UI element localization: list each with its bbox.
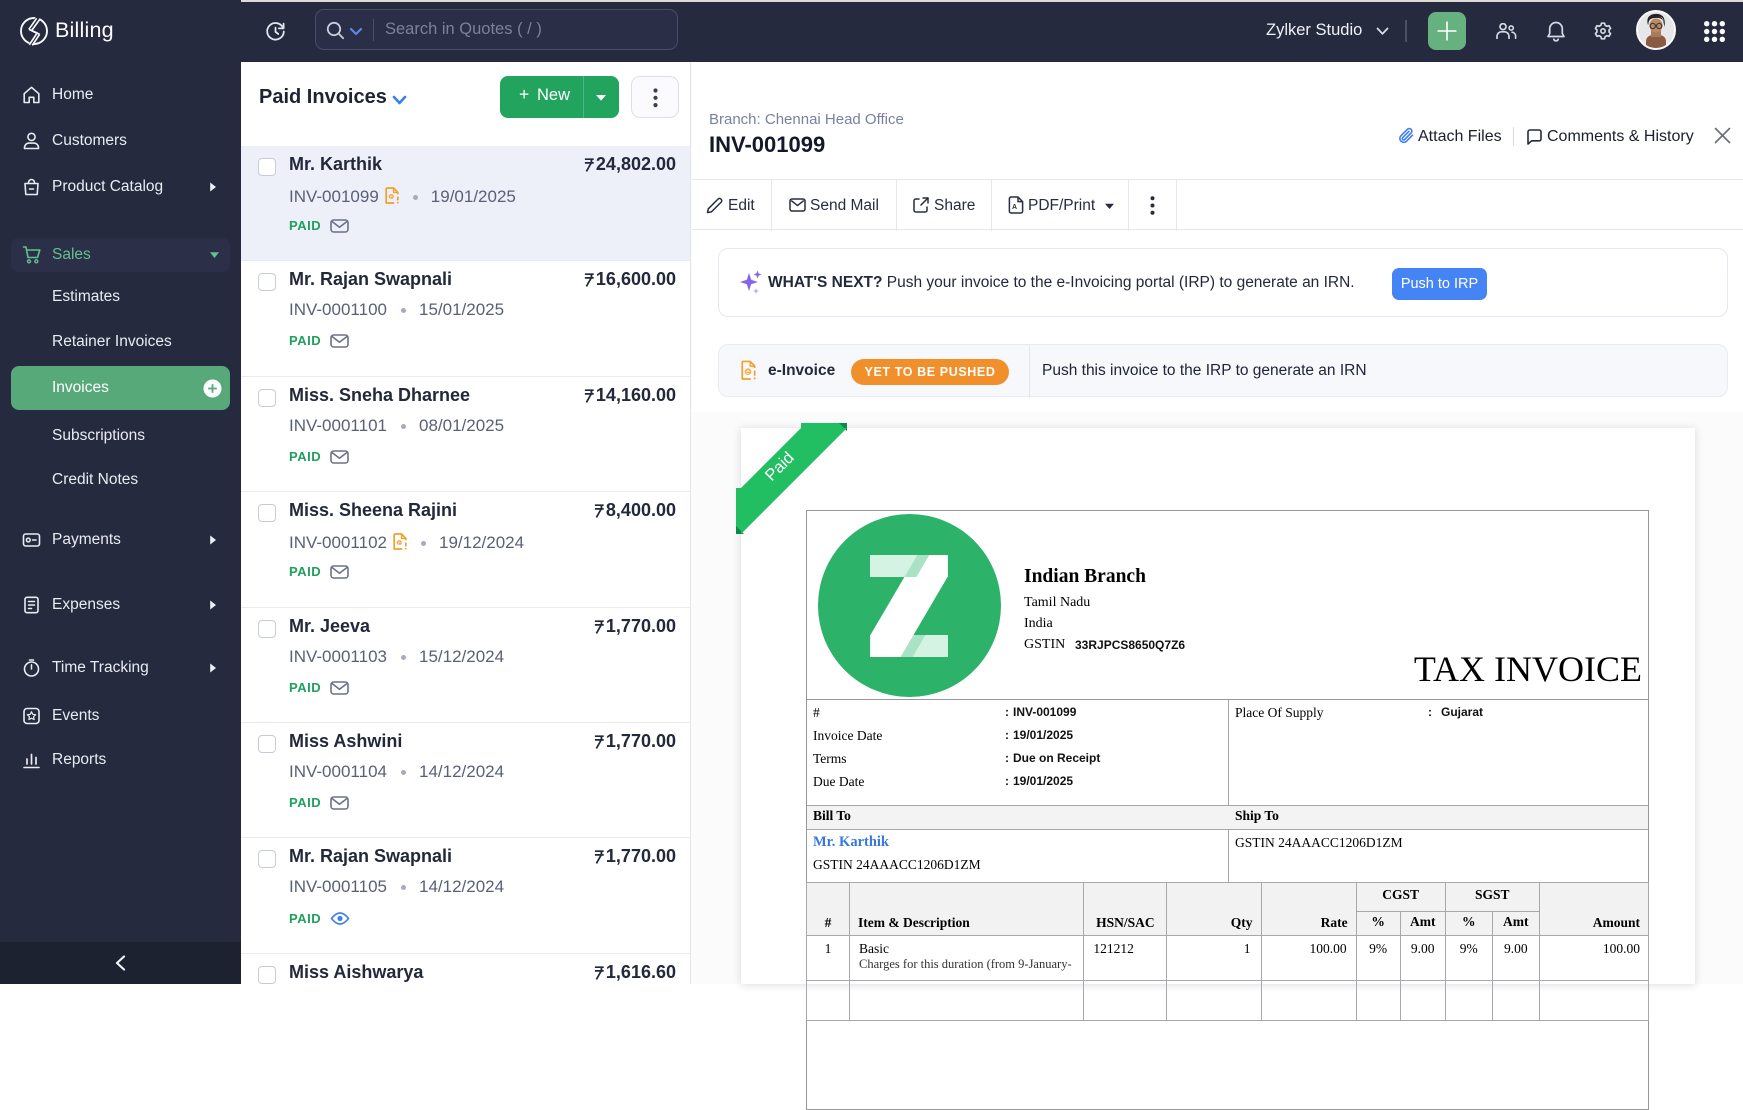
svg-text:e: e — [398, 540, 401, 546]
svg-text:e: e — [746, 369, 750, 376]
svg-text:A: A — [1012, 204, 1017, 211]
svg-text:e: e — [390, 194, 393, 200]
